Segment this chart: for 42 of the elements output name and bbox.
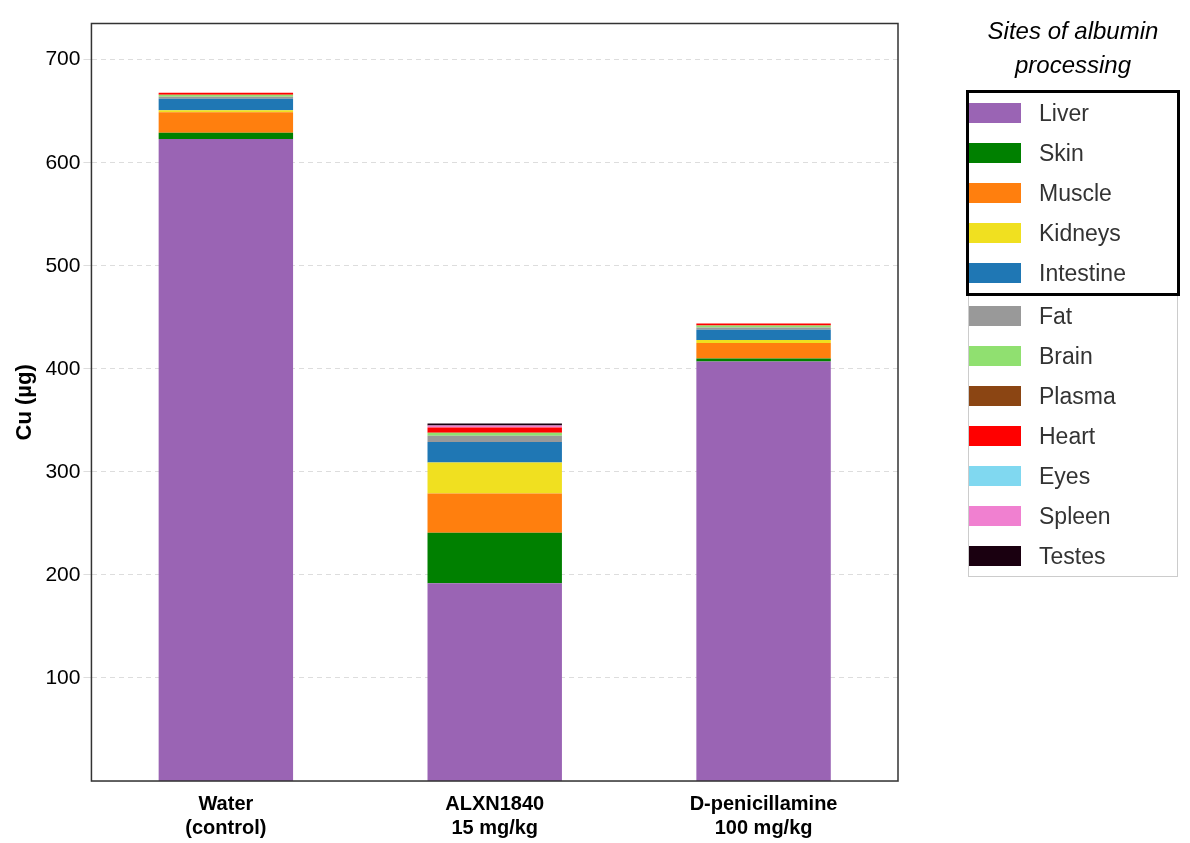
bar xyxy=(427,462,562,494)
y-tick-label: 500 xyxy=(45,252,81,276)
y-tick-label: 700 xyxy=(45,46,81,70)
bar xyxy=(696,343,831,359)
legend-label: Eyes xyxy=(1039,462,1091,490)
legend-label: Muscle xyxy=(1039,179,1112,207)
bar xyxy=(427,427,562,433)
legend-label: Intestine xyxy=(1039,259,1126,287)
legend-label: Testes xyxy=(1039,542,1106,570)
bar xyxy=(158,132,294,140)
legend-label: Kidneys xyxy=(1039,219,1121,247)
bar xyxy=(427,432,562,436)
bar xyxy=(427,435,562,442)
bar xyxy=(427,493,562,533)
legend-label: Heart xyxy=(1039,422,1096,450)
bar xyxy=(158,98,294,111)
bar xyxy=(158,110,294,113)
bar xyxy=(427,532,562,584)
bar xyxy=(696,339,831,344)
legend-label: Fat xyxy=(1039,302,1073,330)
bar xyxy=(696,329,831,340)
legend-label: Skin xyxy=(1039,139,1084,167)
y-tick-label: 300 xyxy=(45,458,81,482)
bar xyxy=(427,441,562,463)
x-tick-label: D-penicillamine 100 mg/kg xyxy=(689,791,838,838)
legend-label: Plasma xyxy=(1039,382,1116,410)
legend-label: Spleen xyxy=(1039,502,1111,530)
legend-label: Brain xyxy=(1039,342,1093,370)
y-tick-label: 600 xyxy=(45,149,81,173)
bar xyxy=(427,583,562,781)
bar xyxy=(158,112,294,133)
legend-title: Sites of albumin processing xyxy=(986,16,1160,80)
x-tick-label: Water (control) xyxy=(185,791,267,838)
y-tick-label: 400 xyxy=(45,355,81,379)
y-tick-label: 100 xyxy=(45,664,81,688)
y-axis-title: Cu (µg) xyxy=(11,364,37,441)
bar xyxy=(158,139,294,781)
bar xyxy=(696,361,831,781)
y-tick-label: 200 xyxy=(45,561,81,585)
bar xyxy=(696,358,831,362)
x-tick-label: ALXN1840 15 mg/kg xyxy=(445,791,545,838)
legend-label: Liver xyxy=(1039,99,1089,127)
